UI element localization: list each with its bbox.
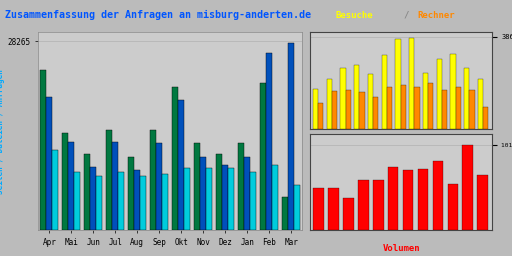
Bar: [313, 89, 318, 129]
Bar: [96, 176, 102, 230]
Bar: [238, 144, 244, 230]
Bar: [478, 79, 483, 129]
Bar: [373, 180, 383, 230]
Bar: [206, 168, 212, 230]
Bar: [428, 82, 434, 129]
Bar: [156, 144, 162, 230]
Bar: [437, 59, 442, 129]
Bar: [464, 68, 470, 129]
Bar: [442, 90, 447, 129]
Bar: [395, 39, 400, 129]
Text: Volumen: Volumen: [383, 244, 421, 253]
Y-axis label: Seiten / Dateien / Anfragen: Seiten / Dateien / Anfragen: [0, 69, 5, 194]
Bar: [228, 168, 234, 230]
Bar: [118, 172, 124, 230]
Bar: [178, 100, 184, 230]
Bar: [346, 90, 351, 129]
Bar: [112, 142, 118, 230]
Bar: [260, 83, 266, 230]
Bar: [194, 144, 200, 230]
Bar: [328, 188, 339, 230]
Bar: [470, 90, 475, 129]
Text: Rechner: Rechner: [417, 11, 455, 20]
Bar: [483, 106, 488, 129]
Bar: [282, 197, 288, 230]
Bar: [354, 65, 359, 129]
Bar: [368, 74, 373, 129]
Bar: [409, 38, 414, 129]
Bar: [129, 157, 134, 230]
Bar: [340, 68, 346, 129]
Bar: [403, 170, 413, 230]
Bar: [222, 165, 228, 230]
Bar: [294, 185, 300, 230]
Bar: [52, 150, 58, 230]
Bar: [84, 154, 90, 230]
Bar: [343, 198, 354, 230]
Bar: [332, 91, 337, 129]
Text: Zusammenfassung der Anfragen an misburg-anderten.de: Zusammenfassung der Anfragen an misburg-…: [5, 10, 311, 20]
Bar: [47, 97, 52, 230]
Bar: [477, 175, 488, 230]
Bar: [327, 79, 332, 129]
Bar: [173, 87, 178, 230]
Bar: [216, 154, 222, 230]
Bar: [162, 174, 168, 230]
Bar: [62, 133, 69, 230]
Bar: [40, 70, 47, 230]
Bar: [418, 169, 428, 230]
Bar: [451, 54, 456, 129]
Bar: [69, 142, 74, 230]
Bar: [359, 92, 365, 129]
Bar: [200, 157, 206, 230]
Bar: [184, 168, 190, 230]
Bar: [313, 188, 324, 230]
Bar: [272, 165, 278, 230]
Bar: [447, 184, 458, 230]
Bar: [74, 172, 80, 230]
Bar: [433, 161, 443, 230]
Bar: [358, 180, 369, 230]
Bar: [250, 172, 256, 230]
Bar: [288, 43, 294, 230]
Bar: [373, 97, 378, 129]
Bar: [400, 85, 406, 129]
Bar: [140, 176, 146, 230]
Bar: [266, 53, 272, 230]
Bar: [151, 130, 156, 230]
Bar: [381, 55, 387, 129]
Text: /: /: [404, 11, 415, 20]
Bar: [387, 87, 392, 129]
Bar: [318, 103, 323, 129]
Bar: [414, 87, 420, 129]
Bar: [90, 167, 96, 230]
Bar: [244, 157, 250, 230]
Bar: [462, 145, 473, 230]
Bar: [106, 130, 112, 230]
Bar: [388, 167, 398, 230]
Text: Besuche: Besuche: [335, 11, 373, 20]
Bar: [134, 170, 140, 230]
Bar: [456, 87, 461, 129]
Bar: [423, 73, 428, 129]
